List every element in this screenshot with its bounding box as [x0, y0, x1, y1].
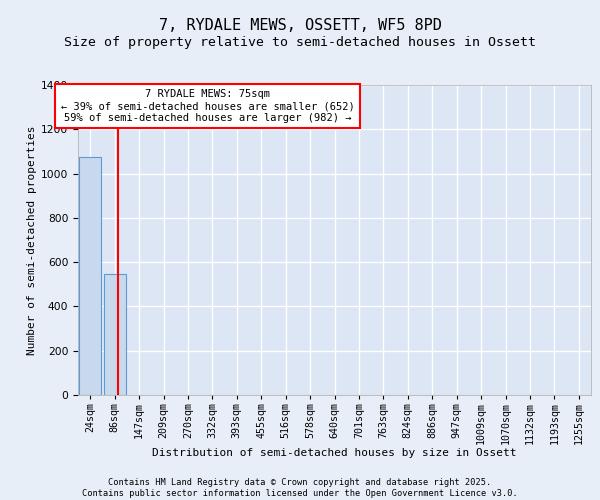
Text: 7, RYDALE MEWS, OSSETT, WF5 8PD: 7, RYDALE MEWS, OSSETT, WF5 8PD	[158, 18, 442, 32]
Bar	[104, 274, 125, 395]
X-axis label: Distribution of semi-detached houses by size in Ossett: Distribution of semi-detached houses by …	[152, 448, 517, 458]
Y-axis label: Number of semi-detached properties: Number of semi-detached properties	[27, 125, 37, 355]
Bar	[79, 157, 101, 395]
Text: Size of property relative to semi-detached houses in Ossett: Size of property relative to semi-detach…	[64, 36, 536, 49]
Text: Contains HM Land Registry data © Crown copyright and database right 2025.
Contai: Contains HM Land Registry data © Crown c…	[82, 478, 518, 498]
Text: 7 RYDALE MEWS: 75sqm
← 39% of semi-detached houses are smaller (652)
59% of semi: 7 RYDALE MEWS: 75sqm ← 39% of semi-detac…	[61, 90, 355, 122]
